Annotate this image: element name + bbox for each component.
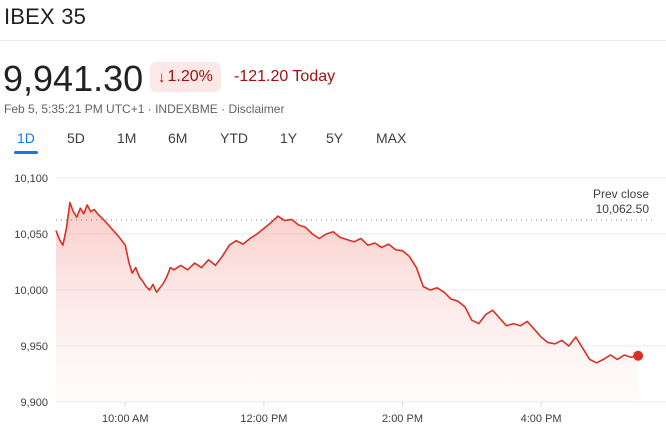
current-price: 9,941.30 [3, 58, 144, 99]
header-divider [0, 40, 666, 41]
quote-meta: Feb 5, 5:35:21 PM UTC+1 · INDEXBME · Dis… [4, 102, 284, 116]
exchange-name: INDEXBME [155, 102, 218, 116]
price-line [55, 201, 639, 364]
x-tick-label: 2:00 PM [382, 413, 423, 425]
tab-5y[interactable]: 5Y [326, 130, 344, 146]
active-tab-indicator [14, 151, 38, 154]
y-tick-label: 10,100 [14, 173, 48, 185]
tab-max[interactable]: MAX [376, 130, 407, 146]
price-chart[interactable]: 10,100 10,050 10,000 9,950 9,900 10:00 AM 12:… [0, 160, 666, 435]
prev-close-value: 10,062.50 [596, 202, 650, 216]
tab-5d[interactable]: 5D [67, 130, 85, 146]
x-tick-label: 4:00 PM [521, 413, 562, 425]
tab-1y[interactable]: 1Y [280, 130, 298, 146]
range-tabs: 1D 5D 1M 6M YTD 1Y 5Y MAX [0, 126, 666, 154]
current-price-dot [633, 350, 644, 361]
arrow-down-icon: ↓ [158, 68, 166, 86]
x-axis: 10:00 AM 12:00 PM 2:00 PM 4:00 PM [102, 402, 562, 425]
page-title: IBEX 35 [4, 4, 87, 29]
x-tick-label: 12:00 PM [240, 413, 287, 425]
meta-separator: · [221, 102, 226, 116]
y-tick-label: 9,900 [20, 397, 48, 409]
y-axis: 10,100 10,050 10,000 9,950 9,900 [14, 173, 48, 409]
tab-6m[interactable]: 6M [168, 130, 188, 146]
disclaimer-link[interactable]: Disclaimer [228, 102, 285, 116]
tab-ytd[interactable]: YTD [220, 130, 248, 146]
change-percent: 1.20% [167, 68, 213, 85]
price-area [56, 202, 639, 402]
y-tick-label: 10,000 [14, 285, 48, 297]
x-tick-label: 10:00 AM [102, 413, 148, 425]
tab-1d[interactable]: 1D [17, 130, 35, 146]
tab-1m[interactable]: 1M [117, 130, 137, 146]
meta-separator: · [147, 102, 152, 116]
y-tick-label: 9,950 [20, 341, 48, 353]
prev-close-label: Prev close [593, 187, 649, 201]
y-tick-label: 10,050 [14, 229, 48, 241]
change-absolute: -121.20 Today [234, 68, 336, 85]
change-percent-badge: ↓ 1.20% [150, 62, 221, 92]
quote-timestamp: Feb 5, 5:35:21 PM UTC+1 [4, 102, 145, 116]
